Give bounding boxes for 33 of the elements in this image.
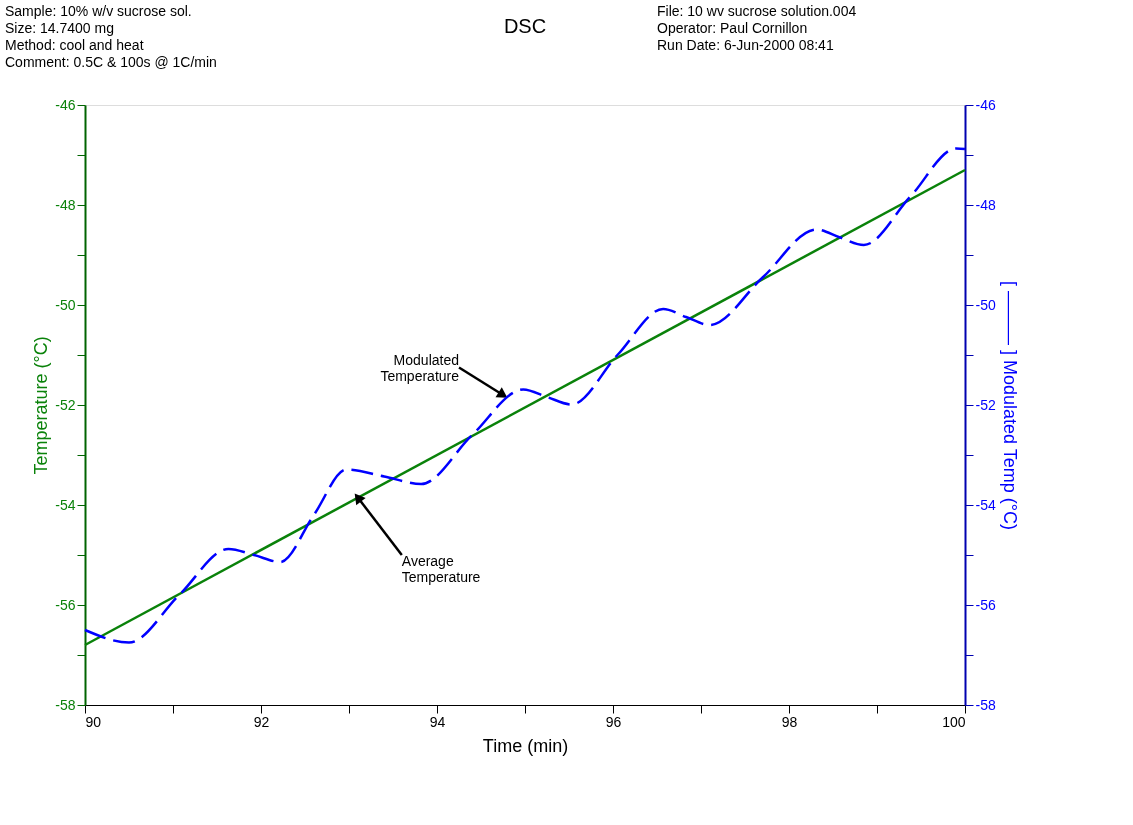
x-tick-label: 100 [942, 713, 966, 730]
y-tick-label: -54 [55, 496, 76, 513]
y2-tick-label: -46 [975, 96, 996, 113]
y2-tick-label: -54 [975, 496, 996, 513]
text: Sample: 10% w/v sucrose sol. [5, 3, 192, 19]
text: Run Date: 6-Jun-2000 08:41 [657, 37, 834, 53]
y-tick-label: -48 [55, 196, 76, 213]
y2-axis-title: [ ——— ] Modulated Temp (°C) [999, 281, 1020, 530]
x-axis-title: Time (min) [482, 735, 569, 756]
x-tick-label: 96 [605, 713, 622, 730]
chart-title: DSC [503, 15, 547, 37]
y-axis-title: Temperature (°C) [31, 336, 52, 475]
text: File: 10 wv sucrose solution.004 [657, 3, 857, 19]
text: Size: 14.7400 mg [5, 20, 114, 36]
y-tick-label: -56 [55, 596, 76, 613]
x-tick-label: 92 [253, 713, 270, 730]
y-tick-label: -52 [55, 396, 76, 413]
x-tick-label: 98 [781, 713, 798, 730]
y2-tick-label: -56 [975, 596, 996, 613]
y2-tick-label: -50 [975, 296, 996, 313]
annotation: Average Temperature [401, 553, 481, 585]
y-tick-label: -46 [55, 96, 76, 113]
x-tick-label: 90 [85, 713, 102, 730]
y-tick-label: -50 [55, 296, 76, 313]
annotation: Modulated Temperature [380, 351, 460, 384]
text: Comment: 0.5C & 100s @ 1C/min [5, 54, 217, 70]
y2-tick-label: -52 [975, 396, 996, 413]
text: Operator: Paul Cornillon [657, 20, 808, 36]
x-tick-label: 94 [429, 713, 446, 730]
y2-tick-label: -58 [975, 696, 996, 713]
text: Method: cool and heat [5, 37, 144, 53]
y2-tick-label: -48 [975, 196, 996, 213]
y-tick-label: -58 [55, 696, 76, 713]
